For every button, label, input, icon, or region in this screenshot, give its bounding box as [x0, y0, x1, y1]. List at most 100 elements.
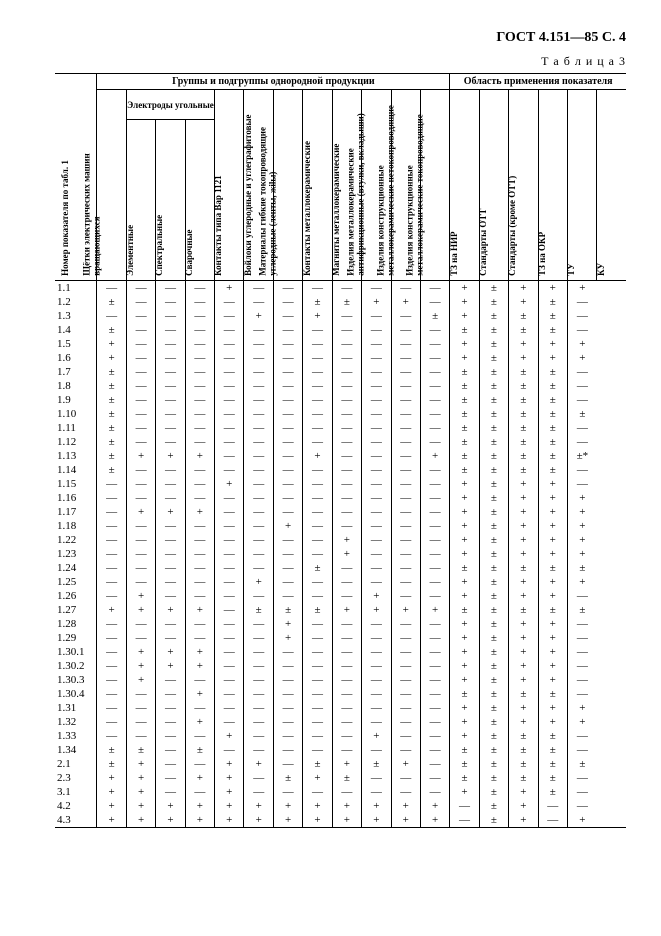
table-cell: ±	[479, 715, 508, 729]
table-cell: —	[332, 673, 361, 687]
table-cell: —	[567, 631, 596, 645]
table-cell: —	[156, 589, 185, 603]
table-cell: ±	[450, 407, 479, 421]
table-cell: +	[509, 813, 538, 828]
table-cell: —	[273, 547, 302, 561]
table-cell: —	[362, 505, 391, 519]
table-cell: —	[185, 435, 214, 449]
table-cell: —	[185, 337, 214, 351]
table-cell: +	[332, 799, 361, 813]
table-cell: +	[509, 351, 538, 365]
table-cell: —	[362, 449, 391, 463]
table-cell: —	[156, 575, 185, 589]
table-cell: —	[273, 309, 302, 323]
table-cell: —	[567, 771, 596, 785]
table-cell: ±	[303, 561, 332, 575]
table-cell: +	[273, 519, 302, 533]
table-cell: —	[273, 393, 302, 407]
table-cell: —	[244, 519, 273, 533]
table-cell: +	[509, 505, 538, 519]
row-label: 1.4	[55, 323, 97, 337]
table-cell: —	[273, 463, 302, 477]
table-row: 1.27++++—±±±++++±±±±±	[55, 603, 626, 617]
table-cell: —	[420, 435, 449, 449]
table-cell: —	[303, 687, 332, 701]
table-cell: ±	[479, 743, 508, 757]
table-cell: —	[391, 519, 420, 533]
table-row: 1.15————+———————+±++—	[55, 477, 626, 491]
table-cell: —	[362, 631, 391, 645]
table-cell: —	[156, 785, 185, 799]
table-cell: —	[156, 491, 185, 505]
table-cell: ±	[450, 365, 479, 379]
table-cell: —	[391, 547, 420, 561]
table-cell: ±	[479, 617, 508, 631]
row-label: 3.1	[55, 785, 97, 799]
table-cell: —	[567, 743, 596, 757]
col-header-18: КУ	[597, 90, 626, 281]
table-row: 1.25—————+——————+±+++	[55, 575, 626, 589]
table-cell: +	[391, 813, 420, 828]
table-cell: —	[420, 785, 449, 799]
table-cell: +	[450, 309, 479, 323]
table-cell: —	[244, 659, 273, 673]
table-cell: ±	[538, 757, 567, 771]
table-cell: —	[332, 743, 361, 757]
table-cell: —	[273, 505, 302, 519]
table-cell: —	[420, 589, 449, 603]
table-cell: —	[303, 351, 332, 365]
table-cell: +	[538, 631, 567, 645]
table-cell: +	[97, 771, 126, 785]
table-cell: —	[362, 561, 391, 575]
table-cell: —	[156, 281, 185, 296]
table-cell: ±	[479, 687, 508, 701]
row-label: 1.7	[55, 365, 97, 379]
table-row: 2.1±+——++—±+±+—±±±±±	[55, 757, 626, 771]
table-cell: ±	[450, 323, 479, 337]
table-cell: ±	[479, 533, 508, 547]
table-cell: —	[420, 351, 449, 365]
table-cell: +	[538, 337, 567, 351]
table-cell: —	[303, 407, 332, 421]
table-cell: +	[303, 799, 332, 813]
table-cell: +	[567, 701, 596, 715]
table-cell: —	[332, 785, 361, 799]
table-cell: —	[244, 323, 273, 337]
table-cell: +	[215, 757, 244, 771]
table-cell: ±	[479, 407, 508, 421]
table-cell: —	[420, 715, 449, 729]
row-label: 1.30.4	[55, 687, 97, 701]
table-cell: —	[215, 561, 244, 575]
row-label: 1.15	[55, 477, 97, 491]
table-cell: +	[244, 799, 273, 813]
table-cell: —	[273, 575, 302, 589]
table-cell: +	[126, 757, 155, 771]
table-cell: —	[244, 673, 273, 687]
table-cell: —	[332, 365, 361, 379]
table-cell: +	[509, 575, 538, 589]
table-cell: —	[244, 337, 273, 351]
table-cell: —	[244, 645, 273, 659]
table-cell: —	[126, 393, 155, 407]
table-cell: —	[244, 379, 273, 393]
table-cell: ±	[273, 603, 302, 617]
table-cell: —	[126, 295, 155, 309]
table-cell: ±	[509, 309, 538, 323]
table-cell: ±	[538, 295, 567, 309]
table-cell: ±	[303, 603, 332, 617]
table-cell: —	[156, 729, 185, 743]
table-cell: +	[185, 603, 214, 617]
table-cell: —	[567, 477, 596, 491]
table-cell: —	[391, 687, 420, 701]
table-cell: ±	[538, 743, 567, 757]
table-cell: +	[450, 519, 479, 533]
table-cell: —	[332, 589, 361, 603]
table-cell: —	[156, 477, 185, 491]
col-header-1: Щётки электрических машин вращающихся	[97, 90, 126, 281]
table-cell: —	[273, 589, 302, 603]
table-cell: —	[97, 687, 126, 701]
table-cell: +	[509, 477, 538, 491]
table-cell: —	[215, 407, 244, 421]
table-cell: —	[332, 351, 361, 365]
table-cell: —	[244, 729, 273, 743]
